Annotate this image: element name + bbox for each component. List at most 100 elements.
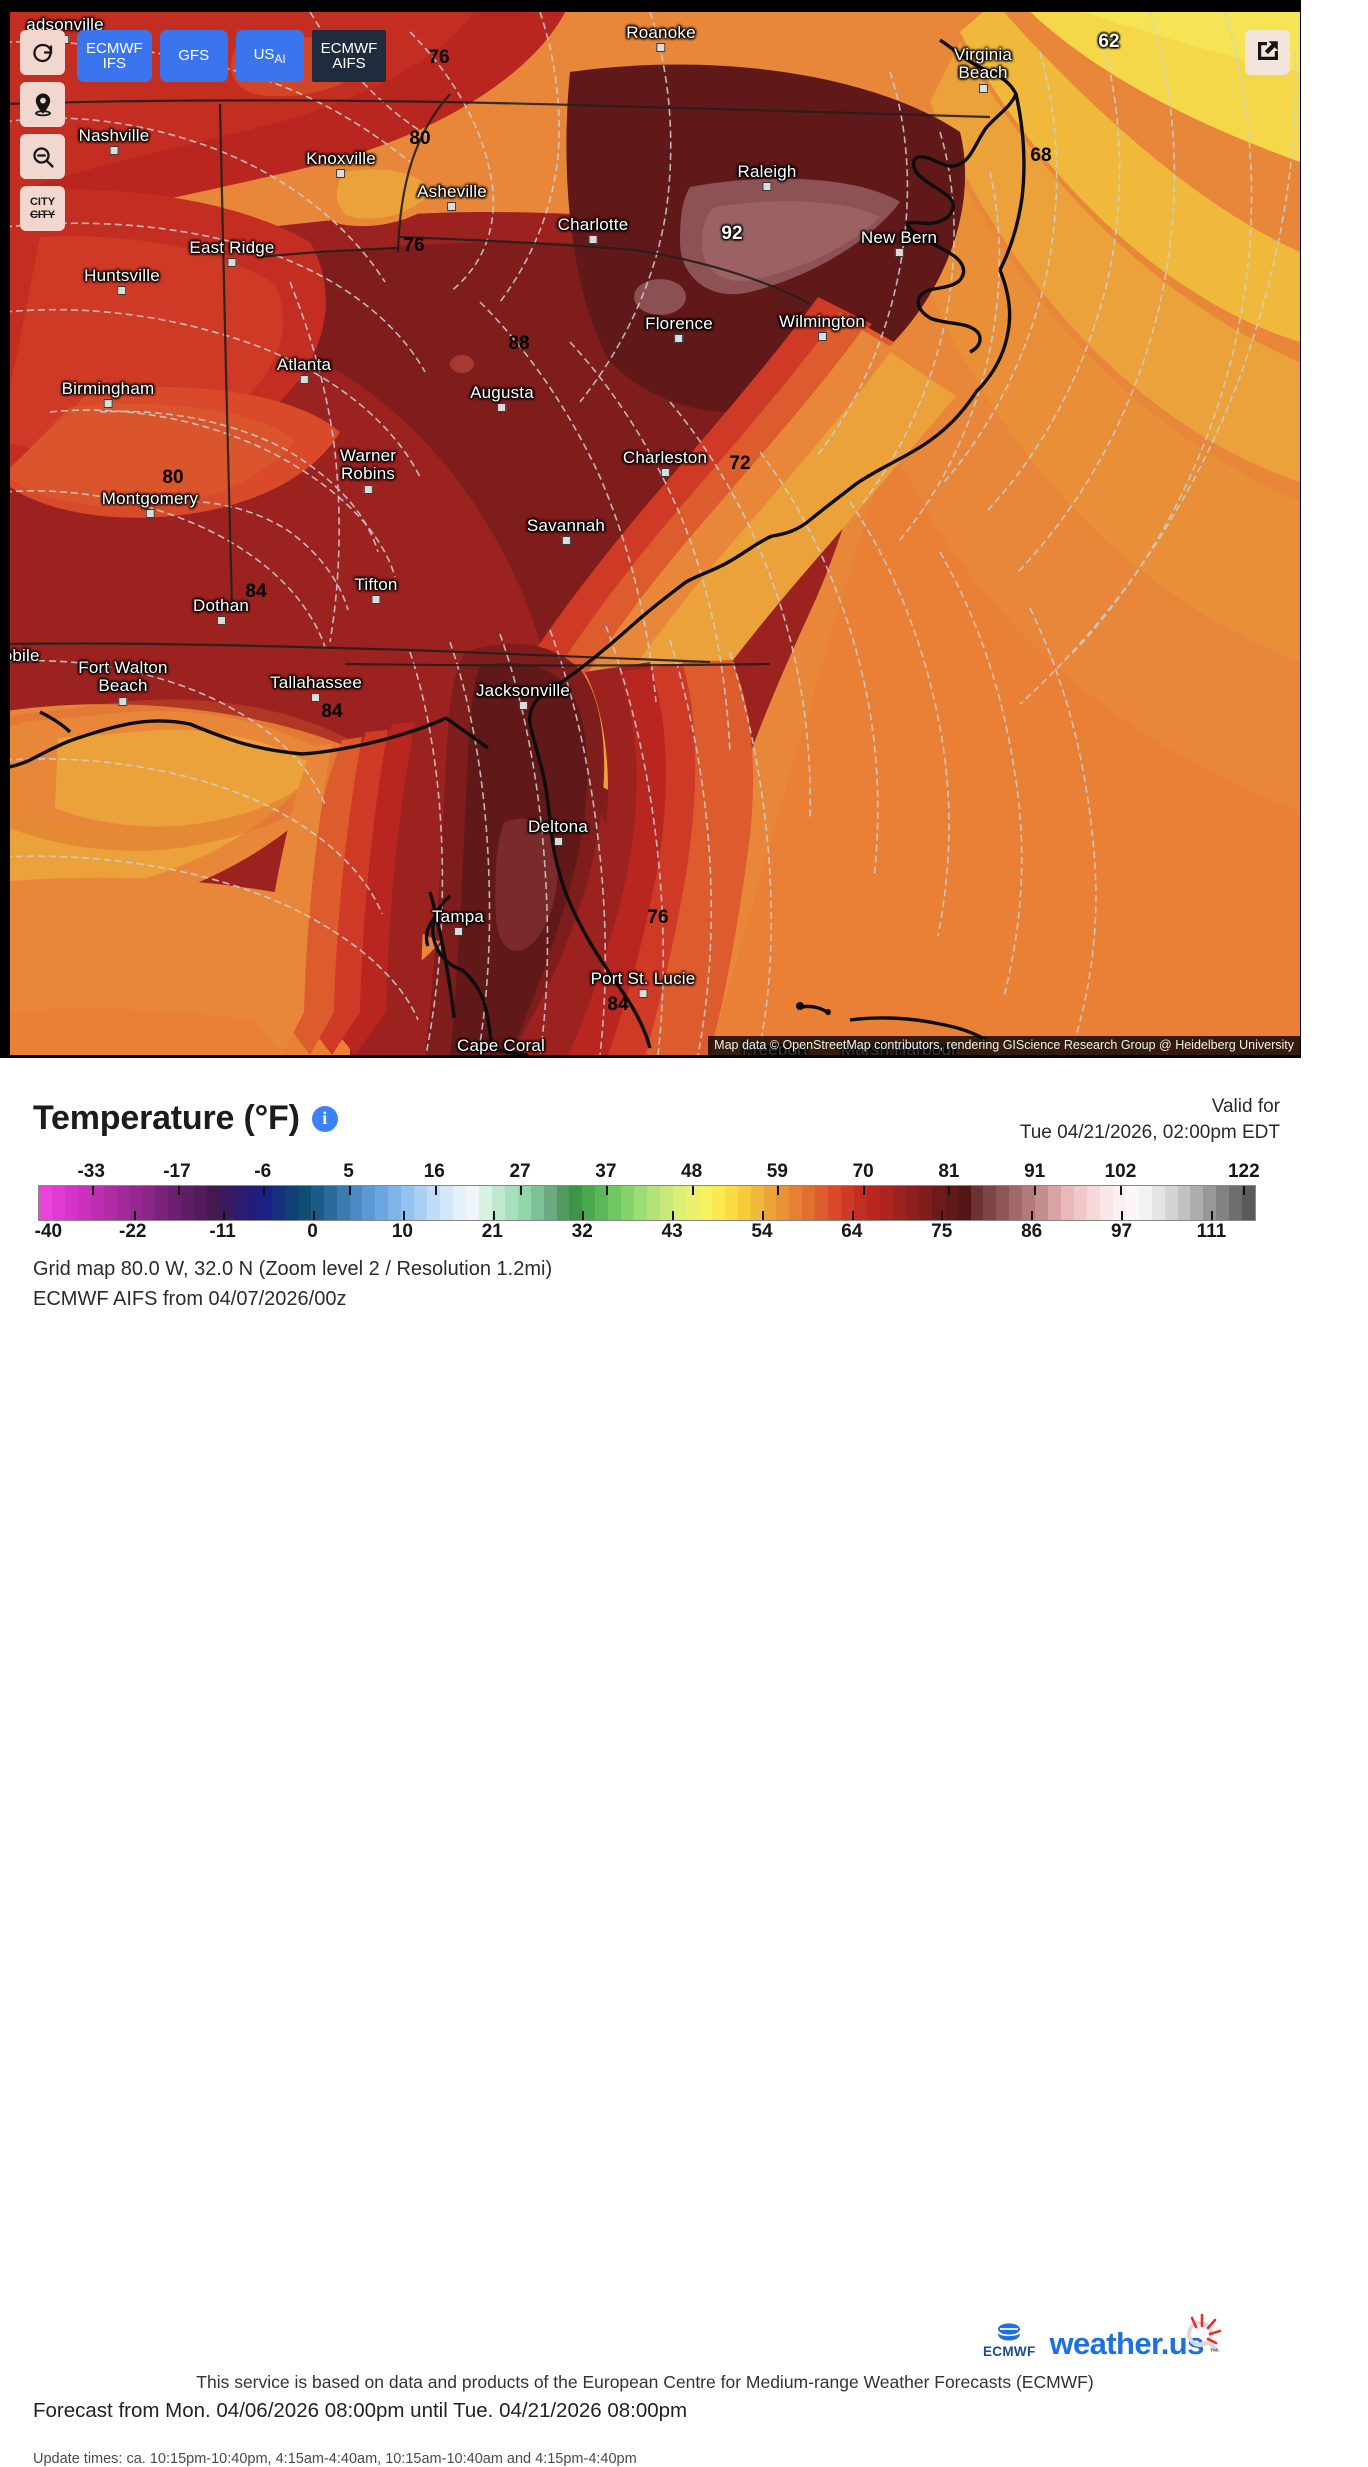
colorbar-tick-mark-upper	[691, 1186, 694, 1195]
info-icon[interactable]: i	[311, 1105, 338, 1132]
colorbar-segment	[582, 1186, 596, 1220]
colorbar-tick-label-lower: 21	[481, 1221, 503, 1242]
colorbar-tick-mark-upper	[1242, 1186, 1245, 1195]
colorbar-segment	[64, 1186, 78, 1220]
refresh-button[interactable]	[20, 30, 65, 75]
colorbar-segment	[1086, 1186, 1100, 1220]
colorbar-tick-label-upper: -33	[77, 1161, 105, 1182]
city-toggle-label-on: CITY	[29, 195, 56, 208]
colorbar-tick-mark-lower	[941, 1211, 944, 1220]
colorbar-segment	[1061, 1186, 1074, 1220]
colorbar-group: -33 -17 -6 5 16 27 37 48 59 70 81 91 102 122 -40 -22 -1…	[34, 1161, 1260, 1245]
colorbar-tick-label-lower: 32	[571, 1221, 593, 1242]
colorbar-segment	[271, 1186, 285, 1220]
model-button-gfs[interactable]: GFS	[159, 30, 228, 82]
map-viewport[interactable]: adsonville Roanoke Virginia Beach Nashville K…	[10, 12, 1300, 1055]
trademark-mark: ™	[1209, 2347, 1218, 2357]
colorbar-tick-label-lower: -11	[209, 1221, 236, 1242]
colorbar-segment	[453, 1186, 466, 1220]
ecmwf-mark-icon	[991, 2322, 1027, 2343]
colorbar-tick-label-lower: 0	[307, 1221, 318, 1242]
colorbar-tick-mark-lower	[133, 1211, 136, 1220]
brand-logos: ECMWF weather.us ™	[983, 2313, 1222, 2359]
colorbar-segment	[698, 1186, 712, 1220]
colorbar-segment	[504, 1186, 518, 1220]
colorbar-segment	[194, 1186, 208, 1220]
colorbar-segment	[944, 1186, 958, 1220]
colorbar-tick-label-upper: 91	[1024, 1161, 1046, 1182]
colorbar-segment	[1216, 1186, 1230, 1220]
colorbar-segment	[763, 1186, 777, 1220]
zoom-out-button[interactable]	[20, 134, 65, 179]
model-button-ecmwf-aifs[interactable]: ECMWF AIFS	[311, 30, 387, 82]
city-toggle-label-off: CITY	[29, 208, 56, 221]
colorbar-segment	[1125, 1186, 1139, 1220]
model-button-us-ai[interactable]: USAI	[235, 30, 304, 82]
ecmwf-logo[interactable]: ECMWF	[983, 2322, 1036, 2359]
colorbar-tick-label-lower: -40	[34, 1221, 63, 1242]
weather-map-panel[interactable]: adsonville Roanoke Virginia Beach Nashville K…	[0, 0, 1368, 1067]
colorbar-segment	[181, 1186, 195, 1220]
colorbar-tick-mark-upper	[520, 1186, 523, 1195]
colorbar-segment	[349, 1186, 363, 1220]
valid-for-value: Tue 04/21/2026, 02:00pm EDT	[1019, 1122, 1280, 1144]
colorbar-tick-mark-upper	[777, 1186, 780, 1195]
model-button-ecmwf-ifs[interactable]: ECMWF IFS	[77, 30, 152, 82]
colorbar-tick-mark-upper	[605, 1186, 608, 1195]
colorbar-segment	[750, 1186, 764, 1220]
colorbar-tick-mark-upper	[263, 1186, 266, 1195]
colorbar-tick-mark-upper	[434, 1186, 437, 1195]
colorbar-tick-mark-upper	[1119, 1186, 1122, 1195]
colorbar-segment	[103, 1186, 117, 1220]
colorbar-tick-label-upper: 27	[509, 1161, 531, 1182]
weather-us-sun-magnifier-icon	[1186, 2313, 1222, 2352]
colorbar-segment	[362, 1186, 376, 1220]
colorbar-segment	[621, 1186, 635, 1220]
colorbar-segment	[336, 1186, 350, 1220]
colorbar-segment	[892, 1186, 906, 1220]
colorbar-tick-mark-lower	[761, 1211, 764, 1220]
colorbar-segment	[867, 1186, 880, 1220]
colorbar-segment	[478, 1186, 492, 1220]
colorbar-tick-label-upper: 5	[343, 1161, 354, 1182]
legend-header: Temperature (°F) i	[33, 1099, 338, 1138]
colorbar-segment	[569, 1186, 583, 1220]
colorbar-segment	[711, 1186, 725, 1220]
share-icon	[1255, 38, 1281, 67]
colorbar-tick-mark-upper	[862, 1186, 865, 1195]
colorbar-tick-label-lower: 43	[661, 1221, 683, 1242]
colorbar-segment	[802, 1186, 816, 1220]
colorbar-segment	[129, 1186, 143, 1220]
forecast-range-line: Forecast from Mon. 04/06/2026 08:00pm un…	[33, 2399, 688, 2422]
weather-us-logo[interactable]: weather.us ™	[1050, 2313, 1222, 2359]
colorbar-segment	[284, 1186, 298, 1220]
city-labels-toggle[interactable]: CITY CITY	[20, 186, 65, 231]
colorbar-tick-label-upper: 70	[852, 1161, 874, 1182]
colorbar-segment	[233, 1186, 246, 1220]
colorbar-tick-label-upper: 59	[766, 1161, 788, 1182]
colorbar-segment	[440, 1186, 453, 1220]
colorbar-segment	[634, 1186, 648, 1220]
colorbar-segment	[815, 1186, 829, 1220]
model-label-subscript: AI	[274, 51, 286, 66]
share-button[interactable]	[1245, 30, 1290, 75]
colorbar-segment	[841, 1186, 855, 1220]
colorbar-segment	[608, 1186, 622, 1220]
model-selector[interactable]: ECMWF IFS GFS USAI ECMWF AIFS	[77, 30, 387, 82]
colorbar-tick-mark-lower	[1031, 1211, 1034, 1220]
colorbar-tick-mark-lower	[672, 1211, 675, 1220]
legend-footer: Temperature (°F) i Valid for Tue 04/21/2…	[0, 1067, 1368, 2467]
colorbar-tick-label-upper: 37	[595, 1161, 617, 1182]
map-control-column[interactable]: CITY CITY	[20, 30, 65, 231]
model-label-line1: ECMWF	[86, 39, 143, 57]
colorbar-segment	[491, 1186, 505, 1220]
locate-me-button[interactable]	[20, 82, 65, 127]
colorbar-segment	[323, 1186, 337, 1220]
colorbar-segment	[905, 1186, 919, 1220]
colorbar-segment	[155, 1186, 169, 1220]
colorbar-tick-label-upper: 122	[1227, 1161, 1260, 1182]
colorbar[interactable]	[38, 1185, 1256, 1221]
colorbar-segment	[1099, 1186, 1113, 1220]
refresh-icon	[31, 41, 55, 65]
colorbar-segment	[427, 1186, 441, 1220]
